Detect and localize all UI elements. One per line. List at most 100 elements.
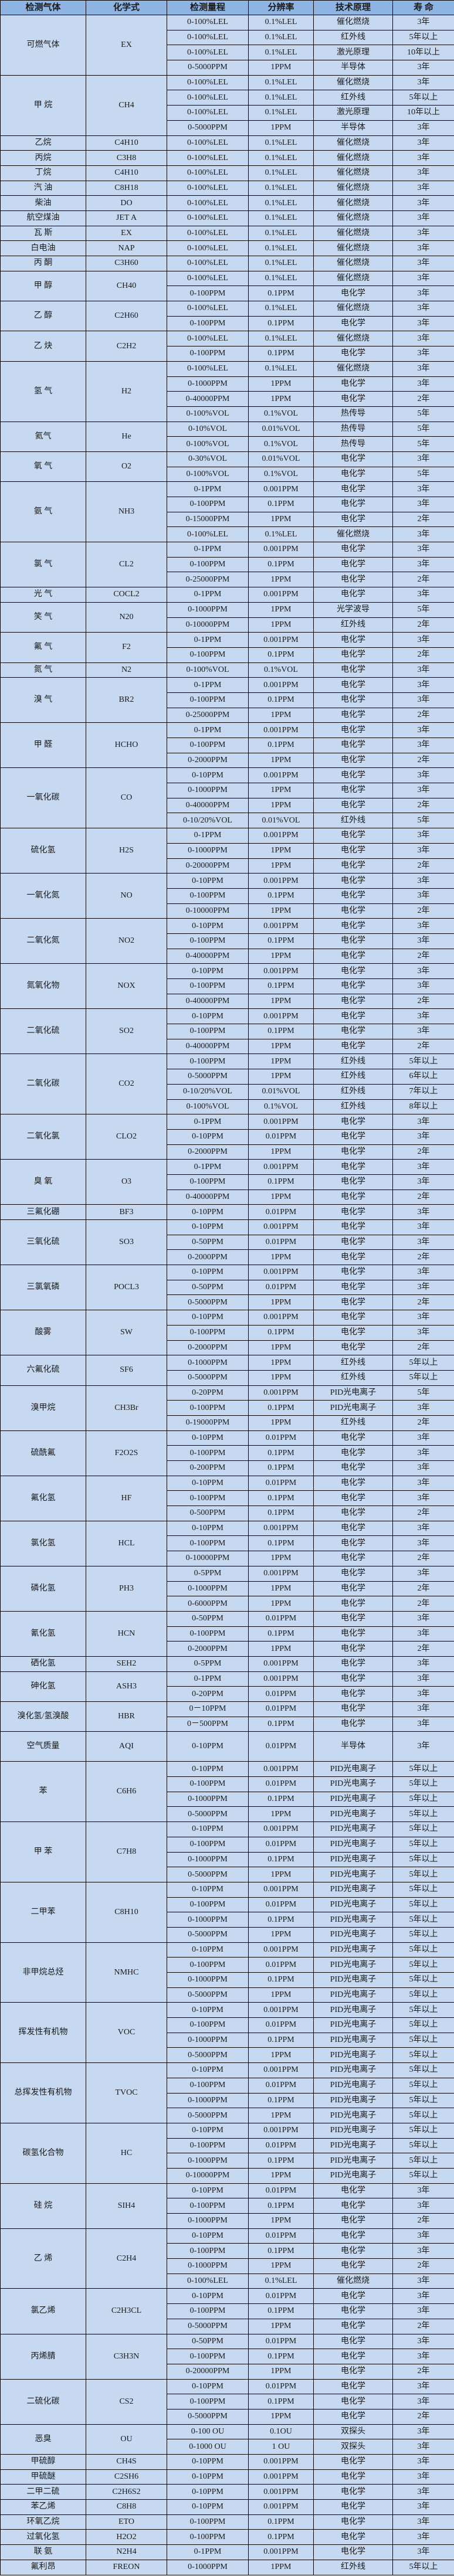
table-row: 挥发性有机物 VOC 0-10PPM 0.001PPM PID光电离子 5年以上 [0,2002,454,2064]
formula-cell: BR2 [86,677,167,723]
lifespan-cell: 3年 [392,767,454,784]
resolution-cell: 0.1PPM [248,647,314,663]
range-cell: 0-1000PPM [167,2213,249,2229]
principle-cell: 红外线 [313,1099,393,1115]
table-row: 环氧乙烷 ETO 0-100PPM 0.1PPM 电化学 3年 [0,2514,454,2530]
table-row: 0-1000PPM 1PPM 电化学 2年 [1,1581,454,1597]
table-row: 0-100PPM 0.01PPM PID光电离子 5年以上 [1,2077,454,2094]
formula-cell: ASH3 [86,1671,167,1702]
gas-name-cell: 航空煤油 [0,210,86,226]
formula-cell: CLO2 [86,1114,167,1160]
resolution-cell: 0.001PPM [248,1008,314,1025]
range-cell: 0-100PPM [167,2017,249,2033]
range-cell: 0-100%VOL [167,406,249,422]
lifespan-cell: 2年 [392,903,454,919]
principle-cell: 催化燃烧 [313,165,393,181]
range-cell: 0-100%VOL [167,436,249,452]
formula-cell: HBR [86,1701,167,1732]
principle-cell: 催化燃烧 [313,361,393,377]
range-cell: 0-100PPM [167,556,249,573]
formula-cell: FREON [86,2559,167,2575]
principle-cell: 电化学 [313,1610,393,1627]
gas-name-cell: 氟化氢 [0,1475,86,1521]
range-cell: 0-100%LEL [167,180,249,196]
lifespan-cell: 3年 [392,677,454,693]
table-row: 0-40000PPM 1PPM 电化学 2年 [1,1189,454,1205]
principle-cell: PID光电离子 [313,2077,393,2094]
table-row: 0-5000PPM 1PPM PID光电离子 5年以上 [1,1867,454,1882]
formula-cell: C2H3CL [86,2288,167,2334]
principle-cell: PID光电离子 [313,2017,393,2033]
resolution-cell: 0.1%LEL [248,301,314,317]
resolution-cell: 0.1PPM [248,2153,314,2169]
formula-cell: CO [86,767,167,829]
table-row: 甲 醇 CH40 0-100%LEL 0.1%LEL 催化燃烧 3年 [0,270,454,302]
lifespan-cell: 3年 [392,1520,454,1537]
gas-name-cell: 臭 氧 [0,1159,86,1205]
lifespan-cell: 2年 [392,511,454,528]
range-cell: 0-10PPM [167,1219,249,1235]
gas-name-cell: 硫化氢 [0,828,86,874]
principle-cell: 电化学 [313,451,393,467]
range-cell: 0-2000PPM [167,1641,249,1657]
gas-name-cell: 丙 酮 [0,256,86,271]
range-cell: 0－500PPM [167,1716,249,1732]
range-cell: 0-10PPM [167,1942,249,1958]
table-row: 乙烷 C4H10 0-100%LEL 0.1%LEL 催化燃烧 3年 [0,135,454,151]
lifespan-cell: 3年 [392,361,454,377]
principle-cell: PID光电离子 [313,1942,393,1958]
table-row: 臭 氧 O3 0-1PPM 0.001PPM 电化学 3年 [0,1159,454,1205]
formula-cell: C3H60 [86,256,167,271]
principle-cell: 电化学 [313,1294,393,1311]
range-cell: 0-1000PPM [167,1791,249,1807]
lifespan-cell: 5年以上 [392,1821,454,1837]
gas-name-cell: 氯化氢 [0,1520,86,1566]
range-cell: 0-10PPM [167,2002,249,2018]
table-row: 溴 气 BR2 0-1PPM 0.001PPM 电化学 3年 [0,677,454,723]
resolution-cell: 0.1%LEL [248,240,314,256]
formula-cell: C3H3N [86,2333,167,2380]
lifespan-cell: 2年 [392,1506,454,1521]
lifespan-cell: 3年 [392,1129,454,1145]
principle-cell: 电化学 [313,1445,393,1461]
principle-cell: 双探头 [313,2424,393,2440]
table-row: 柴油 DO 0-100%LEL 0.1%LEL 催化燃烧 3年 [0,195,454,211]
lifespan-cell: 3年 [392,738,454,753]
table-row: 0-100PPM 0.01PPM PID光电离子 5年以上 [1,1836,454,1853]
resolution-cell: 1PPM [248,858,314,874]
formula-cell: H2S [86,828,167,874]
resolution-cell: 0.01PPM [248,1957,314,1973]
gas-name-cell: 三氯氧磷 [0,1265,86,1311]
lifespan-cell: 3年 [392,2243,454,2259]
range-cell: 0-100PPM [167,1053,249,1070]
principle-cell: 电化学 [313,1656,393,1672]
lifespan-cell: 5年以上 [392,90,454,106]
formula-cell: C3H8 [86,150,167,166]
lifespan-cell: 10年以上 [392,45,454,61]
gas-name-cell: 挥发性有机物 [0,2002,86,2064]
range-cell: 0-10PPM [167,1310,249,1326]
lifespan-cell: 5年 [392,406,454,422]
gas-name-cell: 一氧化碳 [0,767,86,829]
resolution-cell: 0.01PPM [248,1234,314,1250]
principle-cell: 电化学 [313,2408,393,2425]
gas-name-cell: 环氧乙烷 [0,2514,86,2530]
lifespan-cell: 3年 [392,1279,454,1296]
range-cell: 0-10PPM [167,2288,249,2305]
resolution-cell: 0.01PPM [248,2333,314,2350]
principle-cell: 电化学 [313,2243,393,2259]
range-cell: 0-100PPM [167,2394,249,2410]
range-cell: 0-100PPM [167,1957,249,1973]
principle-cell: 催化燃烧 [313,74,393,91]
range-cell: 0-100PPM [167,1445,249,1461]
range-cell: 0-100%LEL [167,240,249,256]
formula-cell: O2 [86,451,167,482]
range-cell: 0-100PPM [167,2198,249,2214]
range-cell: 0-100 OU [167,2424,249,2440]
gas-name-cell: 苯乙烯 [0,2499,86,2515]
principle-cell: 催化燃烧 [313,256,393,271]
gas-name-cell: 溴甲烷 [0,1385,86,1431]
lifespan-cell: 3年 [392,376,454,392]
resolution-cell: 0.01%VOL [248,451,314,467]
lifespan-cell: 5年以上 [392,2077,454,2094]
